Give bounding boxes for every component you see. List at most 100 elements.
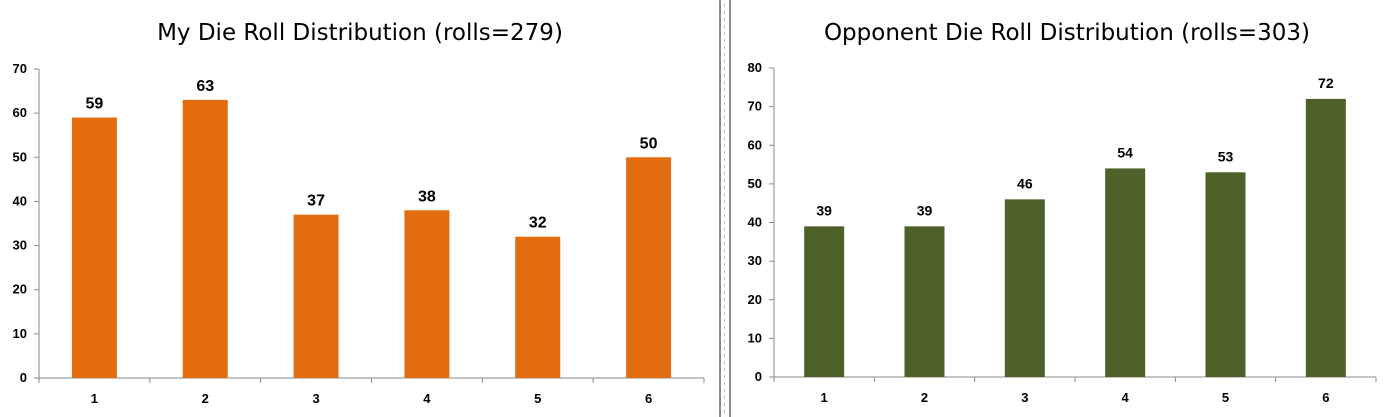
y-tick-label: 10: [748, 330, 762, 345]
x-tick-label: 1: [821, 390, 828, 405]
divider-dash: [724, 368, 725, 371]
chart-panel-my-rolls: My Die Roll Distribution (rolls=279) 0 10…: [12, 0, 721, 417]
divider-dash: [724, 221, 725, 224]
divider-dash: [724, 18, 725, 21]
divider-dash: [724, 102, 725, 105]
divider-dash: [724, 277, 725, 280]
y-tick-label: 70: [13, 61, 27, 76]
x-tick-label: 4: [1122, 390, 1130, 405]
divider-dash: [724, 382, 725, 385]
divider-dash: [724, 186, 725, 189]
data-label: 72: [1318, 75, 1334, 91]
data-label: 39: [816, 202, 832, 218]
x-tick-label: 5: [1222, 390, 1229, 405]
data-label: 53: [1218, 148, 1234, 164]
divider-dash: [724, 228, 725, 231]
x-tick-label: 2: [202, 391, 209, 406]
divider-dash: [724, 263, 725, 266]
divider-dash: [724, 242, 725, 245]
bar-3: [1004, 199, 1045, 377]
bar-2: [904, 226, 945, 377]
divider-dash: [724, 347, 725, 350]
divider-dash: [724, 214, 725, 217]
divider-dash: [724, 333, 725, 336]
y-tick-label: 20: [13, 282, 27, 297]
data-label: 54: [1117, 144, 1133, 160]
divider-dash: [724, 270, 725, 273]
divider-dash: [724, 319, 725, 322]
my-die-roll-chart: My Die Roll Distribution (rolls=279) 0 10…: [13, 20, 705, 406]
y-tick-label: 0: [755, 369, 762, 384]
y-tick-label: 30: [748, 253, 762, 268]
data-label: 46: [1017, 175, 1033, 191]
y-tick-label: 40: [748, 215, 762, 230]
x-tick-label: 3: [1021, 390, 1028, 405]
divider-dash: [724, 95, 725, 98]
divider-dash: [724, 60, 725, 63]
divider-dash: [724, 25, 725, 28]
divider-dash: [724, 354, 725, 357]
divider-dash: [724, 235, 725, 238]
divider-dash: [724, 151, 725, 154]
y-tick-label: 40: [13, 193, 27, 208]
x-tick-label: 1: [91, 391, 98, 406]
divider-dash: [724, 305, 725, 308]
divider-dash: [724, 396, 725, 399]
x-tick-label: 4: [423, 391, 431, 406]
y-tick-label: 50: [13, 149, 27, 164]
x-tick-label: 3: [312, 391, 319, 406]
divider-dash: [724, 158, 725, 161]
x-tick-label: 2: [921, 390, 928, 405]
data-label: 37: [307, 193, 325, 210]
divider-dash: [724, 46, 725, 49]
bar-5: [515, 236, 561, 378]
divider-dash: [724, 340, 725, 343]
bar-1: [804, 226, 845, 377]
divider-dash: [724, 284, 725, 287]
divider-dash: [724, 249, 725, 252]
divider-dash: [724, 256, 725, 259]
bar-2: [182, 99, 228, 379]
divider-dash: [724, 312, 725, 315]
divider-dash: [724, 137, 725, 140]
divider-dash: [724, 4, 725, 7]
bar-6: [626, 157, 672, 378]
x-tick-label: 6: [1322, 390, 1329, 405]
y-tick-label: 0: [20, 370, 27, 385]
divider-dash: [724, 116, 725, 119]
data-label: 63: [196, 78, 214, 95]
divider-dash: [724, 81, 725, 84]
bar-4: [1105, 168, 1146, 377]
bar-6: [1305, 98, 1346, 378]
divider-dash: [724, 326, 725, 329]
divider-dash: [724, 389, 725, 392]
x-tick-label: 5: [534, 391, 541, 406]
divider-dash: [724, 165, 725, 168]
chart-title: My Die Roll Distribution (rolls=279): [157, 20, 563, 46]
y-tick-label: 30: [13, 238, 27, 253]
divider-dash: [724, 123, 725, 126]
divider-dash: [724, 361, 725, 364]
chart-title: Opponent Die Roll Distribution (rolls=30…: [824, 20, 1310, 46]
y-tick-label: 60: [748, 137, 762, 152]
opponent-die-roll-chart: Opponent Die Roll Distribution (rolls=30…: [748, 20, 1377, 405]
divider-dash: [724, 200, 725, 203]
divider-dash: [724, 67, 725, 70]
y-tick-label: 70: [748, 99, 762, 114]
bar-1: [71, 117, 117, 379]
chart-panel-opponent-rolls: Opponent Die Roll Distribution (rolls=30…: [729, 0, 1400, 417]
divider-dash: [724, 403, 725, 406]
divider-dash: [724, 74, 725, 77]
bar-5: [1205, 172, 1246, 377]
window-divider: [721, 0, 729, 417]
divider-dash: [724, 130, 725, 133]
data-label: 39: [917, 202, 933, 218]
divider-dash: [724, 207, 725, 210]
divider-dash: [724, 32, 725, 35]
divider-dash: [724, 172, 725, 175]
data-label: 59: [86, 96, 104, 113]
y-tick-label: 50: [748, 176, 762, 191]
x-tick-label: 6: [645, 391, 652, 406]
data-label: 32: [529, 215, 547, 232]
divider-dash: [724, 53, 725, 56]
